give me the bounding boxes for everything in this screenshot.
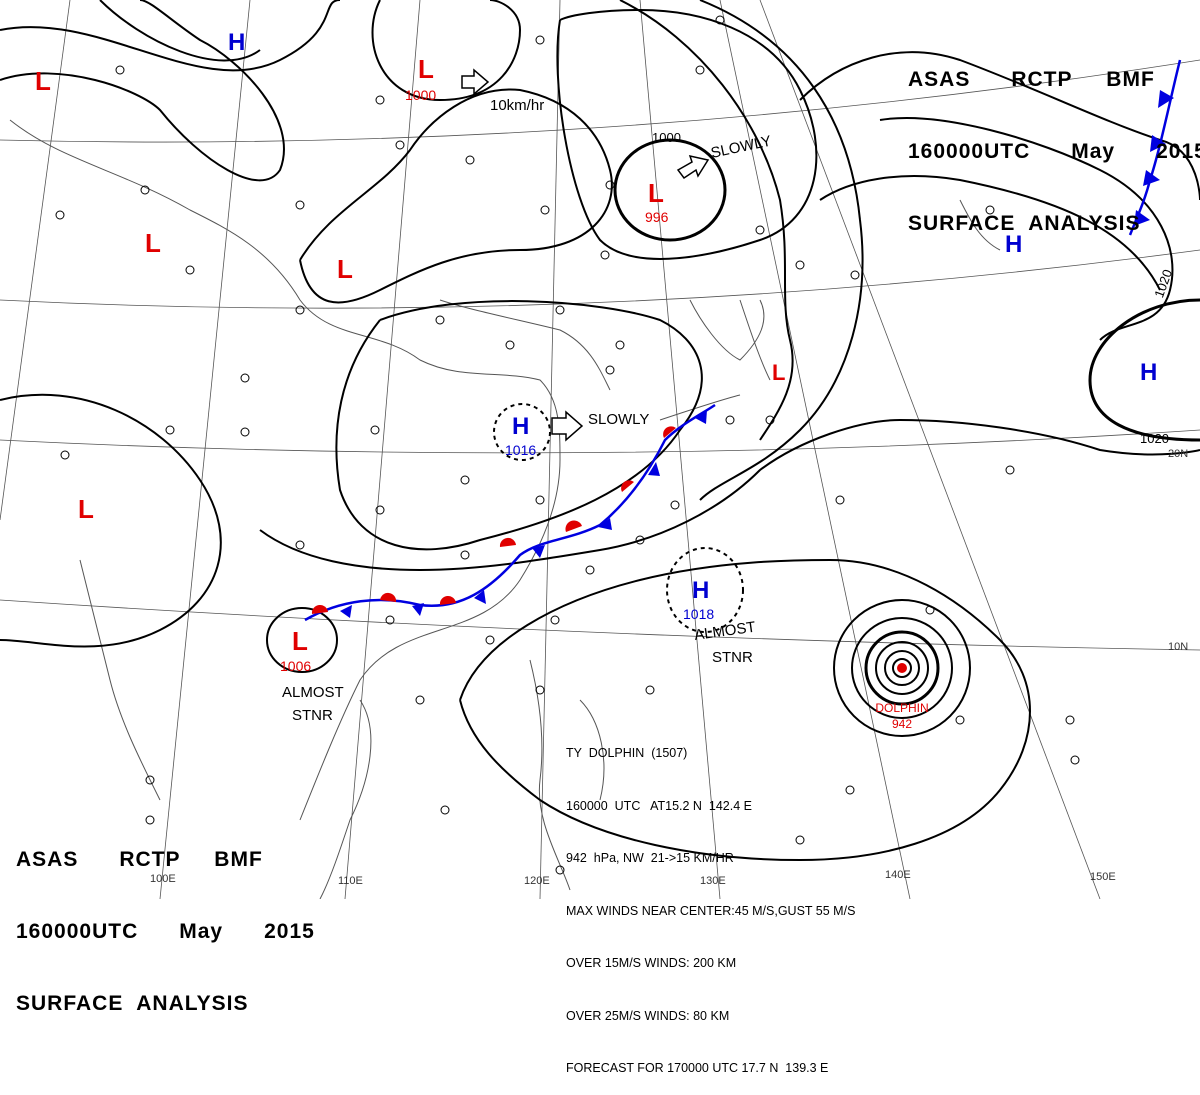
station-plots: [55, 15, 1080, 875]
motion-label-almost-2: ALMOST: [282, 684, 344, 701]
high-center-1016-value: 1016: [505, 442, 536, 458]
low-center-996-value: 996: [645, 209, 669, 225]
lon-label-120e: 120E: [524, 875, 550, 887]
high-center-north: H: [228, 29, 245, 56]
typhoon-position: 160000 UTC AT15.2 N 142.4 E: [566, 798, 752, 813]
header-time-line: 160000UTC May 2015: [908, 140, 1200, 163]
graticule-labels: 110E 120E 130E 140E 150E 100E 10N 20N: [150, 448, 1188, 887]
low-center-1006-value: 1006: [280, 658, 311, 674]
low-center-1000-value: 1000: [405, 87, 436, 103]
motion-arrow-2: [676, 154, 710, 180]
typhoon-name: TY DOLPHIN (1507): [566, 746, 688, 760]
low-center-northwest: L: [35, 66, 51, 96]
lat-label-20n: 20N: [1168, 448, 1188, 460]
lon-label-150e: 150E: [1090, 871, 1116, 883]
motion-label-slowly-2: SLOWLY: [588, 411, 649, 428]
typhoon-pressure: 942 hPa, NW 21->15 KM/HR: [566, 851, 734, 865]
dashed-isobars: [493, 403, 744, 633]
stationary-front: [304, 403, 716, 622]
typhoon-info: TY DOLPHIN (1507) 160000 UTC AT15.2 N 14…: [566, 710, 855, 1095]
typhoon-over15: OVER 15M/S WINDS: 200 KM: [566, 956, 737, 970]
map-background: [0, 0, 1200, 899]
lon-label-140e: 140E: [885, 869, 911, 881]
low-center-southwest: L: [78, 494, 94, 524]
header-agency-line: ASAS RCTP BMF: [908, 68, 1155, 91]
isobars: [0, 0, 1200, 862]
high-center-1018: H: [692, 577, 709, 604]
lon-label-130e: 130E: [700, 875, 726, 887]
coastlines: [9, 119, 1001, 899]
header-time-line-bottom: 160000UTC May 2015: [16, 920, 315, 943]
graticule: [0, 0, 1200, 899]
lat-label-10n: 10N: [1168, 641, 1188, 653]
typhoon-forecast: FORECAST FOR 170000 UTC 17.7 N 139.3 E: [566, 1061, 829, 1075]
isobar-label-1000: 1000: [652, 130, 681, 145]
low-center-central: L: [337, 254, 353, 284]
motion-label-stnr-2: STNR: [292, 707, 333, 724]
motion-label-stnr-1: STNR: [712, 649, 753, 666]
header-agency-line-bottom: ASAS RCTP BMF: [16, 848, 263, 871]
header-title-line-bottom: SURFACE ANALYSIS: [16, 992, 249, 1015]
high-center-northeast: H: [1005, 231, 1022, 258]
motion-arrow-1: [461, 68, 490, 96]
low-center-996: L: [648, 178, 664, 208]
weather-map: DOLPHIN 942 L 1000 L 996 L 1006 H 1016 H…: [0, 0, 1200, 899]
header-title-line: SURFACE ANALYSIS: [908, 212, 1141, 235]
high-center-1016: H: [512, 413, 529, 440]
isobar-labels: 1000 1020 1020: [652, 130, 1175, 446]
typhoon-center-label: DOLPHIN: [875, 701, 928, 715]
low-center-west: L: [145, 228, 161, 258]
lon-label-110e: 110E: [338, 875, 363, 887]
motion-label-10kmhr: 10km/hr: [490, 97, 544, 114]
pressure-centers: L 1000 L 996 L 1006 H 1016 H 1018 H H H …: [35, 29, 1157, 674]
high-center-1018-value: 1018: [683, 606, 714, 622]
header-bottom-left: ASAS RCTP BMF 160000UTC May 2015 SURFACE…: [16, 800, 315, 1040]
high-center-east: H: [1140, 359, 1157, 386]
cold-front-northeast: [1128, 59, 1182, 236]
isobar-label-1020-bottom: 1020: [1140, 431, 1169, 446]
lon-label-100e: 100E: [150, 873, 176, 885]
typhoon-center-pressure: 942: [892, 717, 912, 731]
low-center-japan: L: [772, 360, 785, 385]
typhoon-over25: OVER 25M/S WINDS: 80 KM: [566, 1008, 730, 1023]
low-center-1006: L: [292, 626, 308, 656]
low-center-1000: L: [418, 54, 434, 84]
motion-arrow-3: [551, 410, 584, 442]
typhoon-center: DOLPHIN 942: [875, 663, 929, 731]
header-top-right: ASAS RCTP BMF 160000UTC May 2015 SURFACE…: [908, 20, 1200, 260]
typhoon-max-winds: MAX WINDS NEAR CENTER:45 M/S,GUST 55 M/S: [566, 903, 856, 918]
